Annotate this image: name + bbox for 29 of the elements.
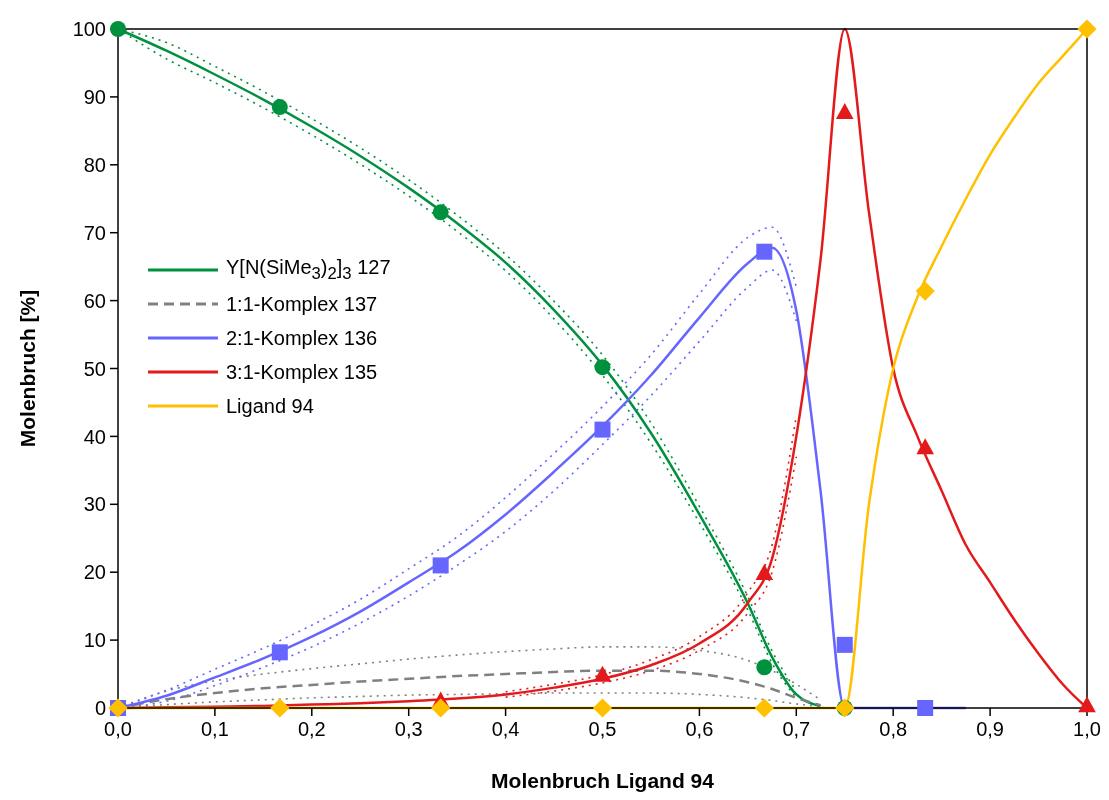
x-tick-label: 0,4 [491,718,520,741]
legend-label: Y[N(SiMe$_{3}$)$_{2}$]$_{3}$ 127 [226,256,391,284]
x-tick-label: 0,2 [297,718,326,741]
y-axis-title: Molenbruch [%] [16,289,40,448]
x-tick-label: 0,3 [394,718,423,741]
y-tick-label: 30 [83,493,106,516]
legend-label: 1:1-Komplex 137 [226,292,378,316]
y-tick-label: 0 [94,697,106,720]
y-tick-label: 70 [83,221,106,244]
x-tick-label: 0,5 [588,718,617,741]
x-tick-label: 0,6 [685,718,714,741]
y-tick-label: 60 [83,289,106,312]
legend-label: 2:1-Komplex 136 [226,326,378,350]
legend-label: 3:1-Komplex 135 [226,360,378,384]
x-tick-label: 0,1 [200,718,229,741]
x-tick-label: 0,9 [976,718,1005,741]
x-tick-label: 0,7 [782,718,811,741]
legend-label: Ligand 94 [226,394,314,418]
y-tick-label: 20 [83,561,106,584]
x-tick-label: 0,0 [104,718,132,741]
x-tick-label: 1,0 [1073,718,1101,741]
y-tick-label: 10 [83,629,106,652]
x-tick-label: 0,8 [879,718,908,741]
x-axis-title: Molenbruch Ligand 94 [491,769,715,792]
y-tick-label: 90 [83,86,106,108]
y-tick-label: 50 [83,357,106,380]
y-tick-label: 80 [83,153,106,176]
y-tick-label: 100 [72,18,106,41]
y-tick-label: 40 [83,425,106,448]
